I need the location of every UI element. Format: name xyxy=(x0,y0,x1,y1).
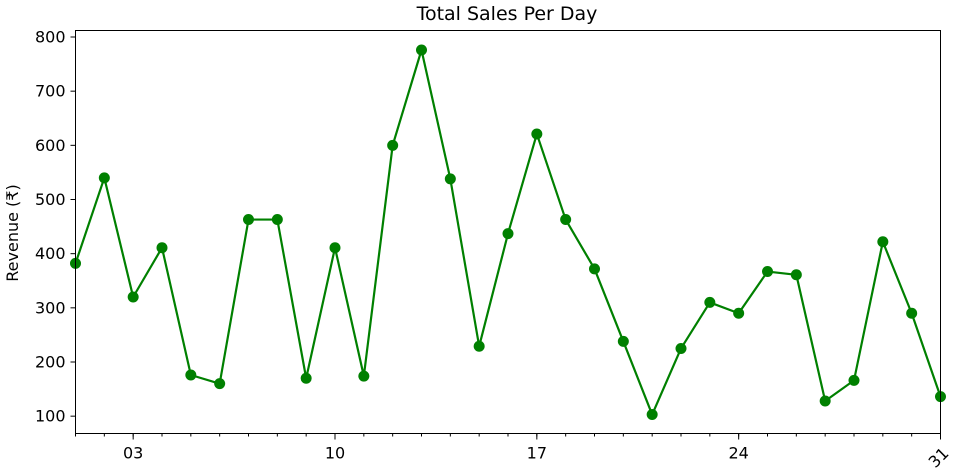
data-point xyxy=(790,269,802,281)
series-sales xyxy=(70,44,946,421)
data-point xyxy=(416,44,427,56)
data-point xyxy=(300,372,312,384)
data-point xyxy=(589,263,600,275)
data-point xyxy=(98,172,110,184)
y-tick-label: 800 xyxy=(35,28,66,47)
y-tick-label: 300 xyxy=(35,298,66,317)
data-point xyxy=(733,307,745,319)
axis-ticks: 100 200 300 400 500 600 700 800 03 10 17 24 31 xyxy=(35,28,953,472)
data-point xyxy=(387,139,399,151)
data-point xyxy=(531,128,543,140)
data-point xyxy=(156,242,168,254)
data-point xyxy=(358,370,370,382)
data-point xyxy=(271,214,283,226)
data-point xyxy=(444,173,456,185)
data-point xyxy=(704,296,716,308)
data-point xyxy=(762,266,773,278)
y-tick-label: 400 xyxy=(35,244,66,263)
data-point xyxy=(560,214,572,226)
data-point xyxy=(646,409,658,421)
y-tick-label: 200 xyxy=(35,353,66,372)
x-tick-label: 24 xyxy=(728,444,748,463)
data-point xyxy=(502,228,514,240)
data-point xyxy=(819,395,831,407)
y-tick-label: 100 xyxy=(35,407,66,426)
data-point xyxy=(214,378,226,390)
y-tick-label: 500 xyxy=(35,190,66,209)
y-axis-label: Revenue (₹) xyxy=(3,184,22,281)
data-point xyxy=(243,214,254,226)
chart-title: Total Sales Per Day xyxy=(416,3,598,25)
data-point xyxy=(329,242,341,254)
y-tick-label: 700 xyxy=(35,82,66,101)
x-tick-label: 03 xyxy=(123,444,143,463)
data-point xyxy=(848,374,860,386)
data-point xyxy=(473,340,485,352)
data-point xyxy=(675,342,687,354)
x-tick-label: 31 xyxy=(925,444,953,472)
x-tick-label: 17 xyxy=(527,444,547,463)
y-tick-label: 600 xyxy=(35,136,66,155)
data-point xyxy=(185,369,197,381)
data-point xyxy=(127,291,139,303)
x-tick-label: 10 xyxy=(325,444,345,463)
data-point xyxy=(906,307,918,319)
data-point xyxy=(877,236,889,248)
plot-frame xyxy=(75,30,941,434)
data-point xyxy=(617,335,629,347)
